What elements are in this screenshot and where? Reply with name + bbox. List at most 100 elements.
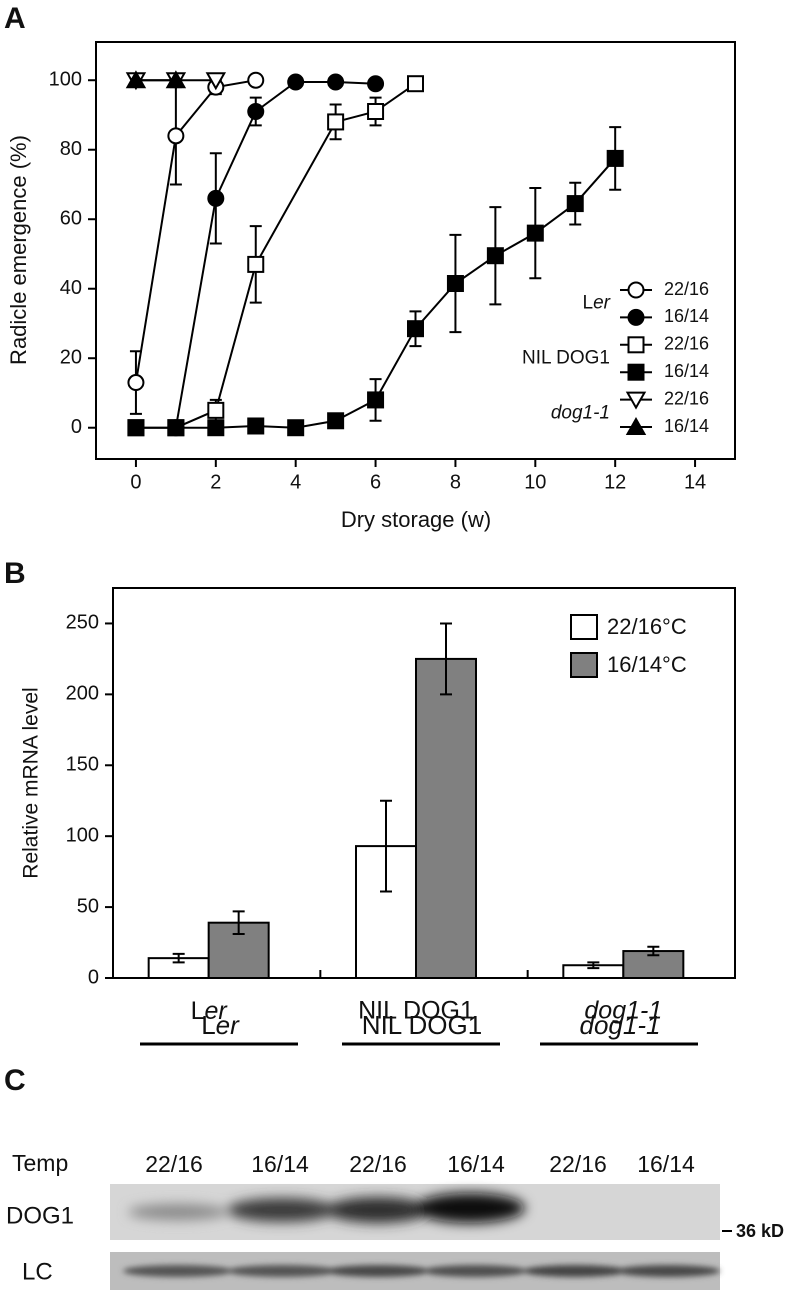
series-line — [134, 79, 256, 383]
legend-label: 16/14 — [664, 361, 709, 381]
marker — [327, 113, 345, 131]
marker — [446, 275, 464, 293]
x-tick-label: Ler — [191, 997, 229, 1025]
marker — [287, 73, 305, 91]
x-tick-label: 0 — [130, 471, 141, 493]
legend-marker — [627, 336, 645, 354]
marker — [247, 255, 265, 273]
lane-label: 22/16 — [349, 1151, 407, 1177]
marker — [167, 419, 185, 437]
legend-marker — [627, 363, 645, 381]
legend-marker — [625, 416, 647, 435]
y-tick-label: 100 — [66, 824, 99, 846]
y-tick-label: 60 — [60, 208, 82, 230]
marker — [205, 72, 227, 91]
y-tick-label: 50 — [77, 895, 99, 917]
series-line — [174, 80, 376, 428]
marker — [127, 374, 145, 392]
group-label: Ler — [201, 1010, 240, 1040]
marker — [125, 70, 147, 89]
legend-label: 22/16 — [664, 279, 709, 299]
row-header: Temp — [12, 1150, 68, 1176]
error-bar — [380, 799, 392, 893]
bands — [128, 1193, 525, 1223]
row-label: DOG1 — [6, 1202, 74, 1229]
x-tick-label: 10 — [524, 471, 546, 493]
marker — [327, 73, 345, 91]
legend-label: 16/14 — [664, 306, 709, 326]
x-tick-label: 2 — [210, 471, 221, 493]
error-bar — [587, 961, 600, 970]
y-tick-label: 0 — [88, 966, 99, 988]
marker — [367, 75, 385, 93]
marker — [207, 189, 225, 207]
bar — [415, 657, 477, 980]
x-tick-label: 4 — [290, 471, 301, 493]
loading-bands — [123, 1265, 720, 1277]
legend-marker — [627, 308, 645, 326]
y-tick-label: 80 — [60, 138, 82, 160]
marker — [207, 419, 225, 437]
x-tick-label: NIL DOG1 — [358, 997, 474, 1025]
y-tick-label: 20 — [60, 347, 82, 369]
legend-label: 16/14 — [664, 416, 709, 436]
y-tick-label: 0 — [71, 416, 82, 438]
legend-swatch — [570, 652, 598, 678]
error-bar — [647, 945, 660, 957]
error-bar — [440, 622, 452, 696]
x-tick-label: 14 — [684, 471, 706, 493]
y-axis-label: Relative mRNA level — [20, 687, 43, 878]
lane-label: 22/16 — [549, 1151, 607, 1177]
panel-label: C — [4, 1064, 26, 1097]
marker — [367, 391, 385, 409]
bar — [355, 845, 417, 979]
x-tick-label: dog1-1 — [584, 997, 662, 1025]
marker — [486, 247, 504, 265]
legend-group: Ler — [583, 293, 611, 314]
marker — [407, 75, 424, 93]
y-tick-label: 40 — [60, 277, 82, 299]
x-axis-label: Dry storage (w) — [341, 507, 491, 532]
blot — [110, 1184, 732, 1290]
marker — [247, 417, 265, 435]
marker — [127, 419, 145, 437]
legend-label: 16/14°C — [607, 652, 687, 677]
lane-label: 16/14 — [637, 1151, 695, 1177]
x-tick-label: 6 — [370, 471, 381, 493]
legend-label: 22/16°C — [607, 614, 687, 639]
group-label: NIL DOG1 — [362, 1010, 482, 1040]
legend-label: 22/16 — [664, 334, 709, 354]
marker — [247, 103, 265, 120]
lane-label: 22/16 — [145, 1151, 203, 1177]
marker — [367, 103, 385, 120]
x-tick-label: 12 — [604, 471, 626, 493]
marker — [526, 224, 544, 242]
legend-label: 22/16 — [664, 388, 709, 408]
y-axis-label: Radicle emergence (%) — [6, 135, 31, 365]
error-bar — [232, 910, 245, 936]
plot-frame — [95, 41, 736, 460]
marker — [247, 71, 265, 89]
lane-label: 16/14 — [447, 1151, 505, 1177]
marker — [407, 320, 424, 338]
y-tick-label: 100 — [49, 69, 82, 91]
marker — [165, 70, 187, 89]
legend-marker — [627, 281, 645, 299]
legend-group: dog1-1 — [551, 402, 610, 423]
legend-marker — [625, 391, 647, 410]
x-tick-label: 8 — [450, 471, 461, 493]
y-tick-label: 200 — [66, 683, 99, 705]
marker — [167, 127, 185, 145]
size-marker: 36 kD — [736, 1221, 784, 1241]
y-tick-label: 250 — [66, 612, 99, 634]
marker — [606, 149, 624, 167]
marker — [327, 412, 345, 430]
panel-label: B — [4, 557, 26, 590]
row-label: LC — [22, 1258, 53, 1285]
marker — [287, 419, 305, 437]
group-label: dog1-1 — [580, 1010, 661, 1040]
marker — [207, 401, 225, 419]
panel-label: A — [4, 2, 26, 35]
y-tick-label: 150 — [66, 754, 99, 776]
